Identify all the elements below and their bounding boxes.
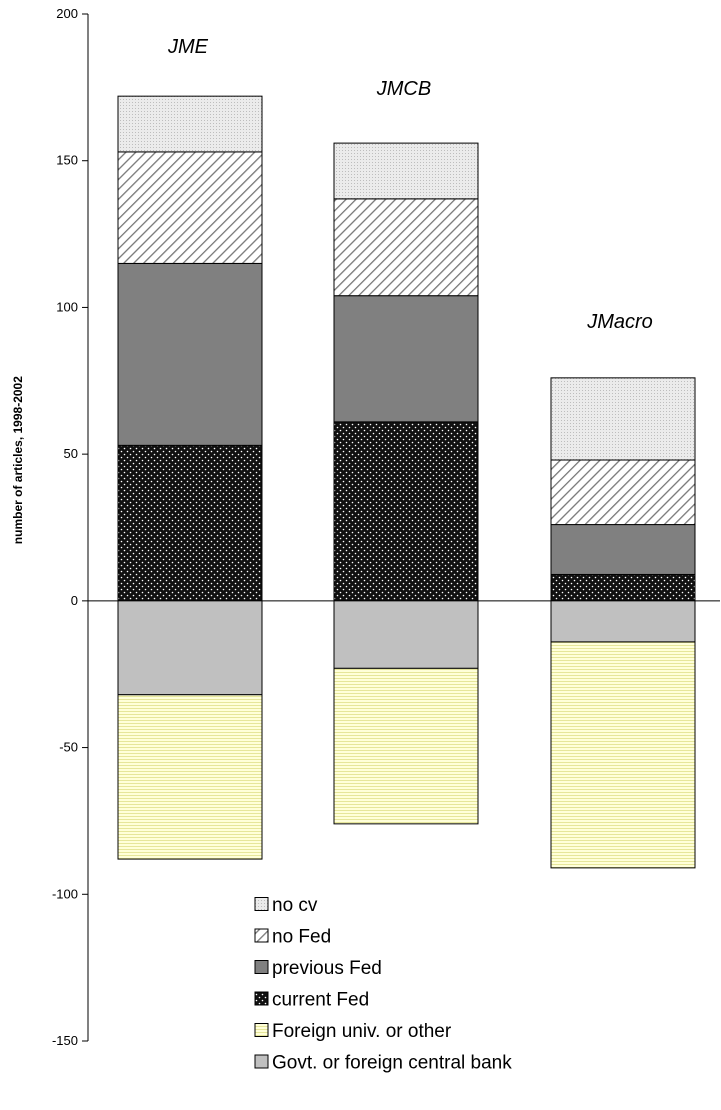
bar-segment-jmcb-current-fed — [333, 421, 479, 602]
bar-segment-jmacro-foreign-univ-or-other — [550, 641, 696, 869]
y-tick-label: 0 — [71, 593, 78, 608]
legend-label: Foreign univ. or other — [272, 1021, 452, 1042]
legend-label: no cv — [272, 895, 318, 916]
bars-layer — [117, 95, 696, 869]
bar-segment-jme-current-fed — [117, 444, 263, 602]
bar-segment-jmacro-previous-fed — [550, 524, 696, 575]
legend-label: current Fed — [272, 990, 369, 1011]
bar-segment-jmcb-foreign-univ-or-other — [333, 667, 479, 825]
legend: no cv no Fed previous Fed current Fed Foreig… — [254, 895, 512, 1074]
legend-swatch — [254, 1023, 269, 1037]
bar-segment-jme-govt-or-foreign-central-bank — [117, 600, 263, 696]
bar-segment-jmcb-no-fed — [333, 198, 479, 297]
bar-segment-jmacro-no-fed — [550, 459, 696, 526]
legend-swatch — [254, 991, 269, 1006]
legend-label: no Fed — [272, 927, 331, 948]
bar-segment-jmcb-no-cv — [333, 142, 479, 200]
bar-segment-jmacro-current-fed — [550, 573, 696, 602]
category-labels: JME JMCB JMacro — [167, 36, 653, 333]
legend-label: Govt. or foreign central bank — [272, 1053, 512, 1074]
bar-segment-jmcb-previous-fed — [333, 295, 479, 423]
y-tick-label: -100 — [52, 886, 78, 901]
category-label: JMacro — [586, 311, 653, 333]
bar-segment-jme-previous-fed — [117, 262, 263, 446]
bar-segment-jmacro-govt-or-foreign-central-bank — [550, 600, 696, 643]
bar-segment-jme-no-fed — [117, 151, 263, 264]
legend-swatch — [254, 1054, 269, 1069]
category-label: JME — [167, 36, 209, 58]
category-label: JMCB — [376, 78, 431, 100]
y-tick-label: 150 — [56, 153, 78, 168]
y-tick-label: -150 — [52, 1033, 78, 1048]
y-tick-label: 100 — [56, 299, 78, 314]
y-tick-label: 200 — [56, 6, 78, 21]
bar-segment-jme-foreign-univ-or-other — [117, 694, 263, 860]
y-tick-label: -50 — [59, 740, 78, 755]
legend-swatch — [254, 928, 269, 943]
y-axis-label: number of articles, 1998-2002 — [11, 376, 25, 544]
legend-swatch — [254, 897, 269, 911]
bar-segment-jmcb-govt-or-foreign-central-bank — [333, 600, 479, 669]
bar-segment-jme-no-cv — [117, 95, 263, 153]
legend-label: previous Fed — [272, 958, 382, 979]
bar-segment-jmacro-no-cv — [550, 377, 696, 461]
legend-swatch — [254, 960, 269, 974]
y-tick-label: 50 — [64, 446, 78, 461]
